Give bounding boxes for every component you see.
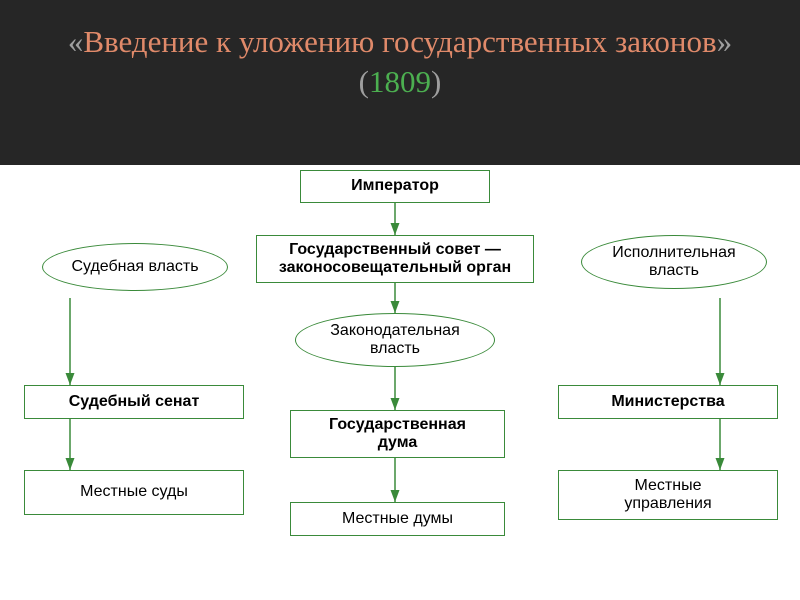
node-local_admin: Местныеуправления [558,470,778,520]
quote-close: » [717,24,733,59]
node-council: Государственный совет —законосовещательн… [256,235,534,283]
node-legislative: Законодательнаявласть [295,313,495,367]
paren-close: ) [431,64,441,99]
paren-open: ( [359,64,369,99]
node-local_dumas: Местные думы [290,502,505,536]
node-local_courts: Местные суды [24,470,244,515]
node-executive: Исполнительнаявласть [581,235,767,289]
org-diagram: Император Государственный совет —законосо… [0,165,800,600]
slide-year: 1809 [369,64,431,99]
quote-open: « [68,24,84,59]
node-judicial: Судебная власть [42,243,228,291]
node-duma: Государственнаядума [290,410,505,458]
node-emperor: Император [300,170,490,203]
slide-title: Введение к уложению государственных зако… [83,24,716,59]
slide-header: «Введение к уложению государственных зак… [0,0,800,165]
node-senate: Судебный сенат [24,385,244,419]
node-ministries: Министерства [558,385,778,419]
